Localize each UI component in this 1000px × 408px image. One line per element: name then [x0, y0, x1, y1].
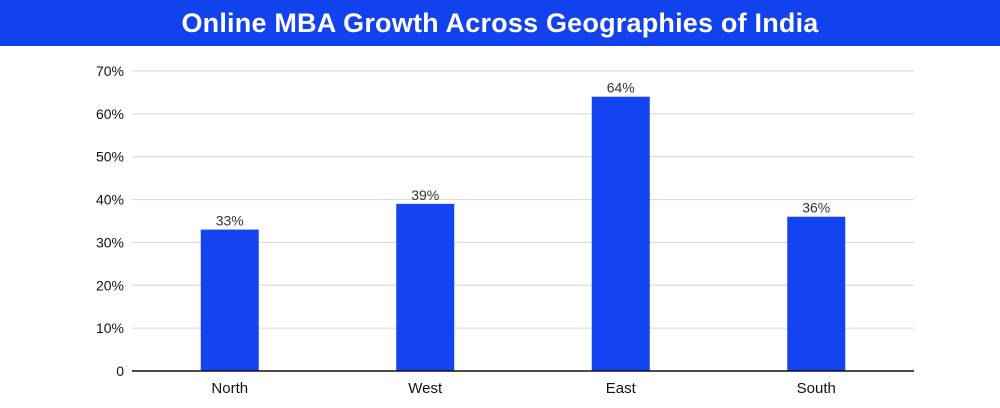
y-tick-label: 20% [96, 277, 124, 293]
x-tick-label-north: North [211, 380, 248, 397]
y-tick-label: 70% [96, 63, 124, 79]
x-tick-label-east: East [606, 380, 637, 397]
bar-west [396, 203, 455, 371]
y-tick-label: 0 [116, 363, 124, 379]
bar-east [591, 96, 650, 371]
data-label-north: 33% [216, 213, 244, 229]
data-label-south: 36% [802, 200, 830, 216]
bar-north [200, 229, 259, 371]
y-tick-label: 40% [96, 192, 124, 208]
data-label-east: 64% [607, 80, 635, 96]
y-tick-label: 50% [96, 149, 124, 165]
y-tick-label: 10% [96, 320, 124, 336]
y-tick-label: 30% [96, 234, 124, 250]
x-tick-label-south: South [797, 380, 836, 397]
chart-title: Online MBA Growth Across Geographies of … [181, 7, 819, 38]
data-label-west: 39% [411, 187, 439, 203]
bar-south [787, 216, 846, 371]
y-tick-label: 60% [96, 106, 124, 122]
title-banner: Online MBA Growth Across Geographies of … [0, 0, 1000, 46]
x-tick-label-west: West [408, 380, 443, 397]
